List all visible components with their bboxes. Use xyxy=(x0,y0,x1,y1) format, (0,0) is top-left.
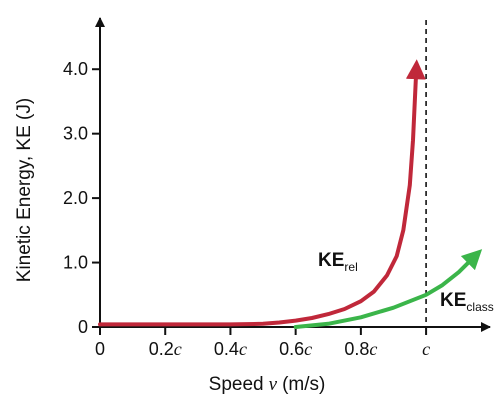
ke-class-label-sub: class xyxy=(466,300,493,314)
x-axis-label: Speed v (m/s) xyxy=(209,374,326,395)
series-line-rel xyxy=(98,59,426,327)
y-tick-label: 1.0 xyxy=(63,253,88,273)
x-tick-label: 0.8c xyxy=(344,339,377,359)
x-tick-symbol: c xyxy=(422,339,430,359)
ke-rel-label: KErel xyxy=(318,250,358,274)
y-tick-label: 0 xyxy=(78,317,88,337)
y-axis-label: Kinetic Energy, KE (J) xyxy=(14,98,35,282)
series-group xyxy=(98,59,483,329)
ke-rel-label-sub: rel xyxy=(344,260,357,274)
y-tick-label: 2.0 xyxy=(63,188,88,208)
x-axis-label-main: Speed xyxy=(209,374,264,395)
ke-class-label-main: KE xyxy=(440,290,466,311)
x-tick-number: 0.2 xyxy=(149,339,174,359)
x-tick-label: 0.6c xyxy=(279,339,312,359)
x-tick-label: 0.2c xyxy=(149,339,182,359)
x-tick-number: 0.8 xyxy=(344,339,369,359)
x-ticks: 0 0.2c 0.4c 0.6c 0.8c c xyxy=(95,327,430,359)
x-tick-number: 0.6 xyxy=(279,339,304,359)
x-tick-symbol: c xyxy=(174,339,182,359)
y-tick-label: 4.0 xyxy=(63,59,88,79)
x-tick-number: 0 xyxy=(95,339,105,359)
y-tick-label: 3.0 xyxy=(63,124,88,144)
x-tick-label: 0.4c xyxy=(214,339,247,359)
x-tick-label: 0 xyxy=(95,339,105,359)
x-tick-label: c xyxy=(422,339,430,359)
ke-rel-label-main: KE xyxy=(318,250,344,271)
x-axis-label-unit: (m/s) xyxy=(282,374,325,395)
x-tick-number: 0.4 xyxy=(214,339,239,359)
x-tick-symbol: c xyxy=(239,339,247,359)
y-ticks: 0 1.0 2.0 3.0 4.0 xyxy=(63,59,100,337)
x-tick-symbol: c xyxy=(304,339,312,359)
ke-class-label: KEclass xyxy=(440,290,494,314)
axes xyxy=(95,17,491,332)
x-axis-label-var: v xyxy=(269,374,278,395)
series-line-class xyxy=(293,249,483,329)
x-tick-symbol: c xyxy=(369,339,377,359)
